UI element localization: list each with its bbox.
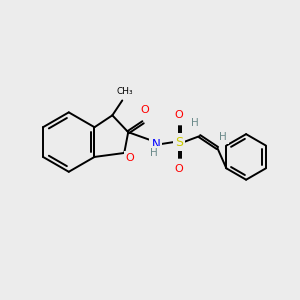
Text: O: O (174, 110, 183, 120)
Text: N: N (152, 138, 160, 151)
Text: O: O (174, 164, 183, 174)
Text: O: O (141, 105, 149, 115)
Text: H: H (219, 132, 227, 142)
Text: H: H (150, 148, 158, 158)
Text: H: H (191, 118, 199, 128)
Text: S: S (175, 136, 183, 148)
Text: O: O (126, 153, 135, 163)
Text: CH₃: CH₃ (117, 86, 134, 95)
